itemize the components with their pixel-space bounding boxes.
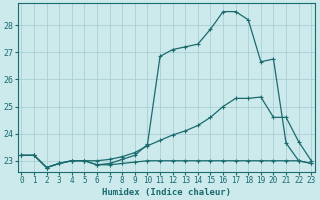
X-axis label: Humidex (Indice chaleur): Humidex (Indice chaleur) (102, 188, 231, 197)
